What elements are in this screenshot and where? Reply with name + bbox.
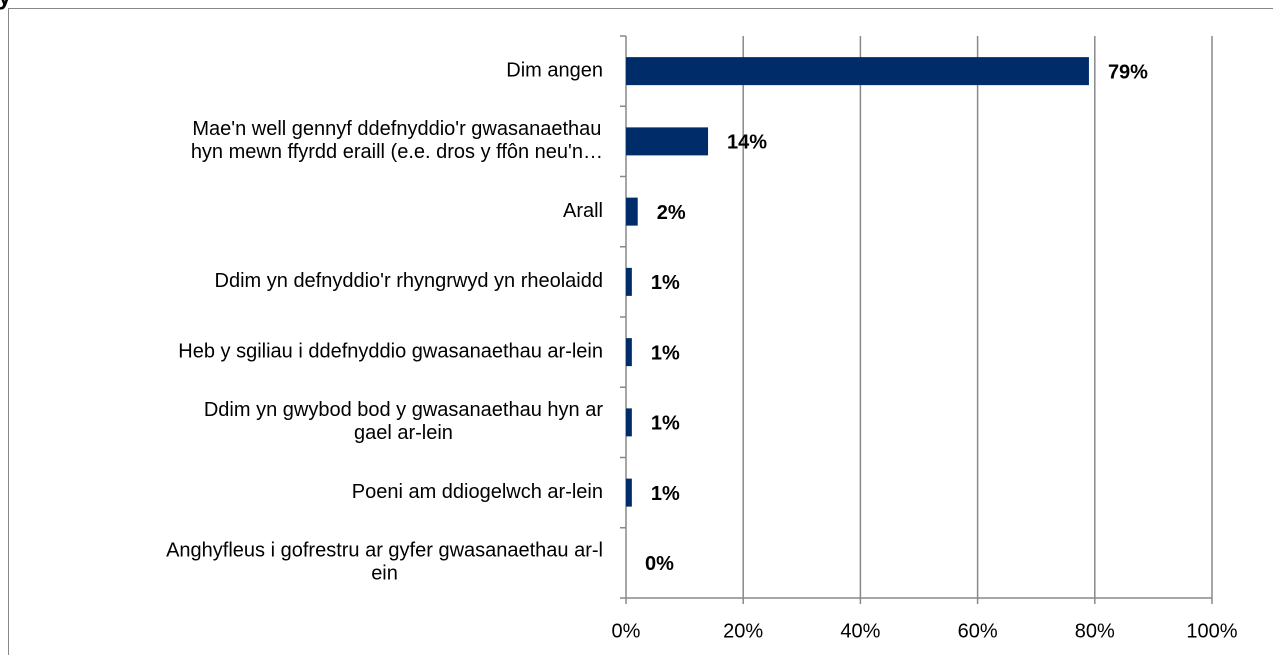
bar [626,57,1089,86]
value-label: 1% [651,483,680,505]
y-tick-label: Dim angen [506,59,603,81]
value-label: 0% [645,553,674,575]
bar [626,408,632,437]
y-tick-label: Heb y sgiliau i ddefnyddio gwasanaethau … [178,340,603,362]
y-tick-label: Anghyfleus i gofrestru ar gyfer gwasanae… [166,540,603,585]
label-line: Anghyfleus i gofrestru ar gyfer gwasanae… [166,540,603,562]
value-label: 1% [651,272,680,294]
y-tick-label: Poeni am ddiogelwch ar-lein [352,481,603,503]
label-line: gael ar-lein [354,422,453,444]
label-line: Ddim yn gwybod bod y gwasanaethau hyn ar [204,399,603,421]
value-label: 14% [727,132,767,154]
label-line: ein [371,563,398,585]
x-tick-label: 40% [840,620,880,642]
bar [626,127,709,156]
x-tick-label: 80% [1075,620,1115,642]
value-label: 2% [657,202,686,224]
bar [626,338,632,367]
bar [626,478,632,507]
bar [626,197,638,226]
label-line: hyn mewn ffyrdd eraill (e.e. dros y ffôn… [191,141,603,163]
label-line: Mae'n well gennyf ddefnyddio'r gwasanaet… [192,118,601,140]
chart-border [8,8,1273,655]
y-tick-label: Mae'n well gennyf ddefnyddio'r gwasanaet… [191,118,603,163]
x-tick-label: 20% [723,620,763,642]
value-label: 1% [651,342,680,364]
y-tick-label: Arall [563,200,603,222]
x-tick-label: 60% [958,620,998,642]
chart-title: y [0,0,12,10]
x-tick-label: 100% [1186,620,1237,642]
y-tick-label: Ddim yn defnyddio'r rhyngrwyd yn rheolai… [215,270,603,292]
value-label: 1% [651,413,680,435]
x-tick-label: 0% [612,620,641,642]
value-label: 79% [1108,61,1148,83]
y-tick-label: Ddim yn gwybod bod y gwasanaethau hyn ar… [204,399,603,444]
bar [626,267,632,296]
